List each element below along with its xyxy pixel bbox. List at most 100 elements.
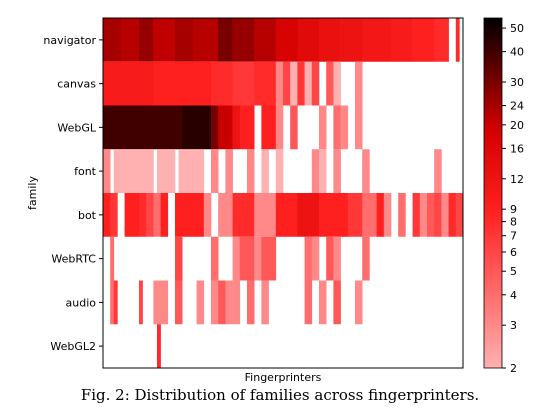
heatmap-cell-WebRTC xyxy=(239,236,255,281)
heatmap-cell-bot xyxy=(383,193,392,237)
heatmap-cell-bot xyxy=(448,193,457,237)
heatmap-cell-bot xyxy=(103,193,111,237)
heatmap-cell-font xyxy=(211,149,219,193)
heatmap-cell-WebGL xyxy=(355,105,363,150)
heatmap-cell-audio xyxy=(139,280,143,325)
heatmap-cell-navigator xyxy=(193,18,219,62)
colorbar xyxy=(483,17,503,369)
y-axis-label: family xyxy=(26,176,39,210)
heatmap-cell-canvas xyxy=(182,61,212,106)
heatmap-cell-bot xyxy=(297,193,320,237)
heatmap-cell-audio xyxy=(110,280,115,325)
heatmap-cell-audio xyxy=(232,280,241,325)
heatmap-cell-bot xyxy=(124,193,140,237)
heatmap-cell-WebGL xyxy=(182,105,212,150)
heatmap-cell-audio xyxy=(175,280,183,325)
heatmap-cell-navigator xyxy=(455,18,460,62)
heatmap-cell-audio xyxy=(218,280,226,325)
colorbar-tick-label: 50 xyxy=(510,22,524,35)
heatmap-cell-navigator xyxy=(103,18,122,62)
heatmap-cell-WebRTC xyxy=(175,236,183,281)
heatmap-cell-navigator xyxy=(218,18,233,62)
heatmap-cell-canvas xyxy=(326,61,334,106)
row-label-canvas: canvas xyxy=(57,78,96,91)
heatmap-cells xyxy=(103,18,464,368)
x-axis-label: Fingerprinters xyxy=(245,371,322,384)
heatmap-cell-canvas xyxy=(153,61,183,106)
heatmap-cell-font xyxy=(225,149,233,193)
heatmap-cell-WebGL xyxy=(103,105,183,150)
colorbar-ticks: 2 3 4 5 6 789 12 16 20 24 30 40 50 xyxy=(502,22,524,375)
heatmap-cell-font xyxy=(113,149,154,193)
heatmap-cell-audio xyxy=(355,280,363,325)
heatmap-cell-audio xyxy=(113,280,118,325)
heatmap-cell-WebRTC xyxy=(333,236,341,281)
heatmap-cell-bot xyxy=(175,193,205,237)
heatmap-cell-bot xyxy=(362,193,377,237)
row-label-WebGL2: WebGL2 xyxy=(50,340,96,353)
heatmap-cell-WebRTC xyxy=(326,236,334,281)
heatmap-cell-bot xyxy=(203,193,212,237)
heatmap-cell-WebRTC xyxy=(254,236,262,281)
heatmap-cell-audio xyxy=(247,280,255,325)
heatmap-cell-bot xyxy=(275,193,298,237)
heatmap-cell-bot xyxy=(218,193,233,237)
heatmap-cell-canvas xyxy=(283,61,291,106)
heatmap-cell-canvas xyxy=(355,61,363,106)
heatmap-cell-font xyxy=(333,149,341,193)
heatmap-cell-font xyxy=(275,149,284,193)
heatmap-cell-audio xyxy=(333,280,341,325)
row-label-font: font xyxy=(74,165,97,178)
row-label-WebRTC: WebRTC xyxy=(51,253,96,266)
heatmap-cell-bot xyxy=(110,193,118,237)
heatmap-cell-WebRTC xyxy=(261,236,277,281)
colorbar-tick-label: 3 xyxy=(510,319,517,332)
heatmap-cell-canvas xyxy=(304,61,313,106)
heatmap-cell-canvas xyxy=(254,61,277,106)
colorbar-tick-label: 9 xyxy=(510,203,517,216)
heatmap-cell-navigator xyxy=(297,18,320,62)
heatmap-cell-WebRTC xyxy=(110,236,115,281)
heatmap-cell-WebRTC xyxy=(311,236,320,281)
heatmap-cell-WebGL xyxy=(211,105,219,150)
heatmap-cell-font xyxy=(157,149,176,193)
row-label-bot: bot xyxy=(78,209,97,222)
heatmap-cell-font xyxy=(178,149,205,193)
heatmap-cell-bot xyxy=(419,193,428,237)
heatmap-cell-font xyxy=(311,149,320,193)
heatmap-cell-bot xyxy=(254,193,277,237)
heatmap-cell-canvas xyxy=(333,61,341,106)
heatmap-cell-WebRTC xyxy=(362,236,370,281)
heatmap-cell-navigator xyxy=(139,18,154,62)
heatmap-cell-canvas xyxy=(311,61,320,106)
row-label-navigator: navigator xyxy=(43,34,96,47)
heatmap-cell-audio xyxy=(319,280,327,325)
heatmap-cell-navigator xyxy=(391,18,413,62)
heatmap-cell-canvas xyxy=(103,61,154,106)
colorbar-tick-label: 12 xyxy=(510,173,524,186)
colorbar-tick-label: 24 xyxy=(510,100,524,113)
heatmap-cell-bot xyxy=(455,193,464,237)
heatmap-cell-audio xyxy=(261,280,269,325)
heatmap-cell-bot xyxy=(232,193,255,237)
heatmap-cell-audio xyxy=(211,280,219,325)
heatmap-cell-bot xyxy=(376,193,385,237)
heatmap-cell-WebGL xyxy=(239,105,255,150)
colorbar-tick-label: 5 xyxy=(510,265,517,278)
heatmap-cell-audio xyxy=(225,280,233,325)
heatmap-cell-WebGL xyxy=(319,105,327,150)
heatmap-cell-WebRTC xyxy=(304,236,313,281)
heatmap-cell-font xyxy=(103,149,111,193)
colorbar-tick-label: 7 xyxy=(510,230,517,243)
heatmap-cell-bot xyxy=(319,193,349,237)
heatmap-cell-canvas xyxy=(275,61,284,106)
heatmap-cell-navigator xyxy=(254,18,277,62)
heatmap-cell-navigator xyxy=(340,18,363,62)
heatmap-cell-navigator xyxy=(434,18,449,62)
heatmap-cell-bot xyxy=(160,193,169,237)
figure-caption: Fig. 2: Distribution of families across … xyxy=(80,386,480,404)
heatmap-cell-bot xyxy=(139,193,147,237)
heatmap-cell-canvas xyxy=(232,61,255,106)
colorbar-tick-label: 20 xyxy=(510,119,524,132)
